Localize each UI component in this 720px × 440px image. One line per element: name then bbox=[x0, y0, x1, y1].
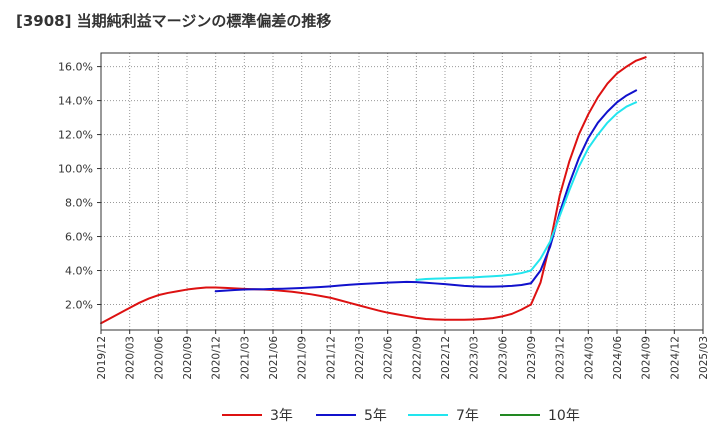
x-tick-label: 2025/03 bbox=[698, 336, 710, 380]
legend-swatch-7y bbox=[408, 414, 448, 416]
x-tick-label: 2020/06 bbox=[153, 336, 165, 380]
y-tick-label: 14.0% bbox=[58, 95, 93, 108]
y-tick-label: 6.0% bbox=[65, 231, 93, 244]
x-tick-label: 2021/06 bbox=[268, 336, 280, 380]
y-tick-label: 8.0% bbox=[65, 197, 93, 210]
x-tick-label: 2024/06 bbox=[612, 336, 624, 380]
chart-title: [3908] 当期純利益マージンの標準偏差の推移 bbox=[16, 12, 332, 30]
x-tick-label: 2022/03 bbox=[354, 336, 366, 380]
legend-item-10y: 10年 bbox=[500, 403, 580, 427]
legend-swatch-10y bbox=[500, 414, 540, 416]
x-tick-label: 2023/03 bbox=[469, 336, 481, 380]
x-tick-label: 2019/12 bbox=[96, 336, 108, 380]
x-tick-label: 2024/09 bbox=[641, 336, 653, 380]
x-tick-label: 2020/12 bbox=[211, 336, 223, 380]
x-tick-label: 2023/09 bbox=[526, 336, 538, 380]
legend-item-3y: 3年 bbox=[222, 403, 293, 427]
y-tick-label: 4.0% bbox=[65, 265, 93, 278]
legend-label-3y: 3年 bbox=[270, 408, 293, 424]
series-line-2 bbox=[415, 101, 638, 281]
y-tick-label: 2.0% bbox=[65, 299, 93, 312]
plot-frame bbox=[100, 52, 704, 331]
x-tick-label: 2023/06 bbox=[497, 336, 509, 380]
x-tick-label: 2021/03 bbox=[239, 336, 251, 380]
plot-background bbox=[101, 53, 703, 330]
legend-swatch-3y bbox=[222, 414, 262, 416]
legend-item-7y: 7年 bbox=[408, 403, 479, 427]
legend-label-7y: 7年 bbox=[456, 408, 479, 424]
legend-label-10y: 10年 bbox=[548, 408, 580, 424]
x-tick-label: 2021/09 bbox=[297, 336, 309, 380]
x-tick-label: 2022/09 bbox=[411, 336, 423, 380]
x-tick-label: 2022/12 bbox=[440, 336, 452, 380]
x-tick-label: 2022/06 bbox=[383, 336, 395, 380]
x-tick-label: 2020/03 bbox=[125, 336, 137, 380]
series-line-1 bbox=[214, 89, 638, 293]
x-tick-label: 2020/09 bbox=[182, 336, 194, 380]
grid-lines bbox=[101, 53, 703, 330]
series-line-0 bbox=[100, 56, 647, 325]
legend-swatch-5y bbox=[316, 414, 356, 416]
y-tick-label: 16.0% bbox=[58, 61, 93, 74]
legend-label-5y: 5年 bbox=[364, 408, 387, 424]
x-tick-label: 2024/03 bbox=[583, 336, 595, 380]
legend-item-5y: 5年 bbox=[316, 403, 387, 427]
y-tick-label: 10.0% bbox=[58, 163, 93, 176]
y-tick-label: 12.0% bbox=[58, 129, 93, 142]
legend: 3年 5年 7年 10年 bbox=[0, 403, 720, 427]
x-tick-label: 2021/12 bbox=[325, 336, 337, 380]
x-axis-ticks: 2019/12 2020/03 2020/06 2020/09 2020/12 2021/… bbox=[96, 330, 710, 380]
x-tick-label: 2023/12 bbox=[555, 336, 567, 380]
x-tick-label: 2024/12 bbox=[669, 336, 681, 380]
y-axis-ticks: 2.0% 4.0% 6.0% 8.0% 10.0% 12.0% 14.0% 16.0% bbox=[58, 61, 101, 312]
series-lines bbox=[100, 56, 647, 325]
